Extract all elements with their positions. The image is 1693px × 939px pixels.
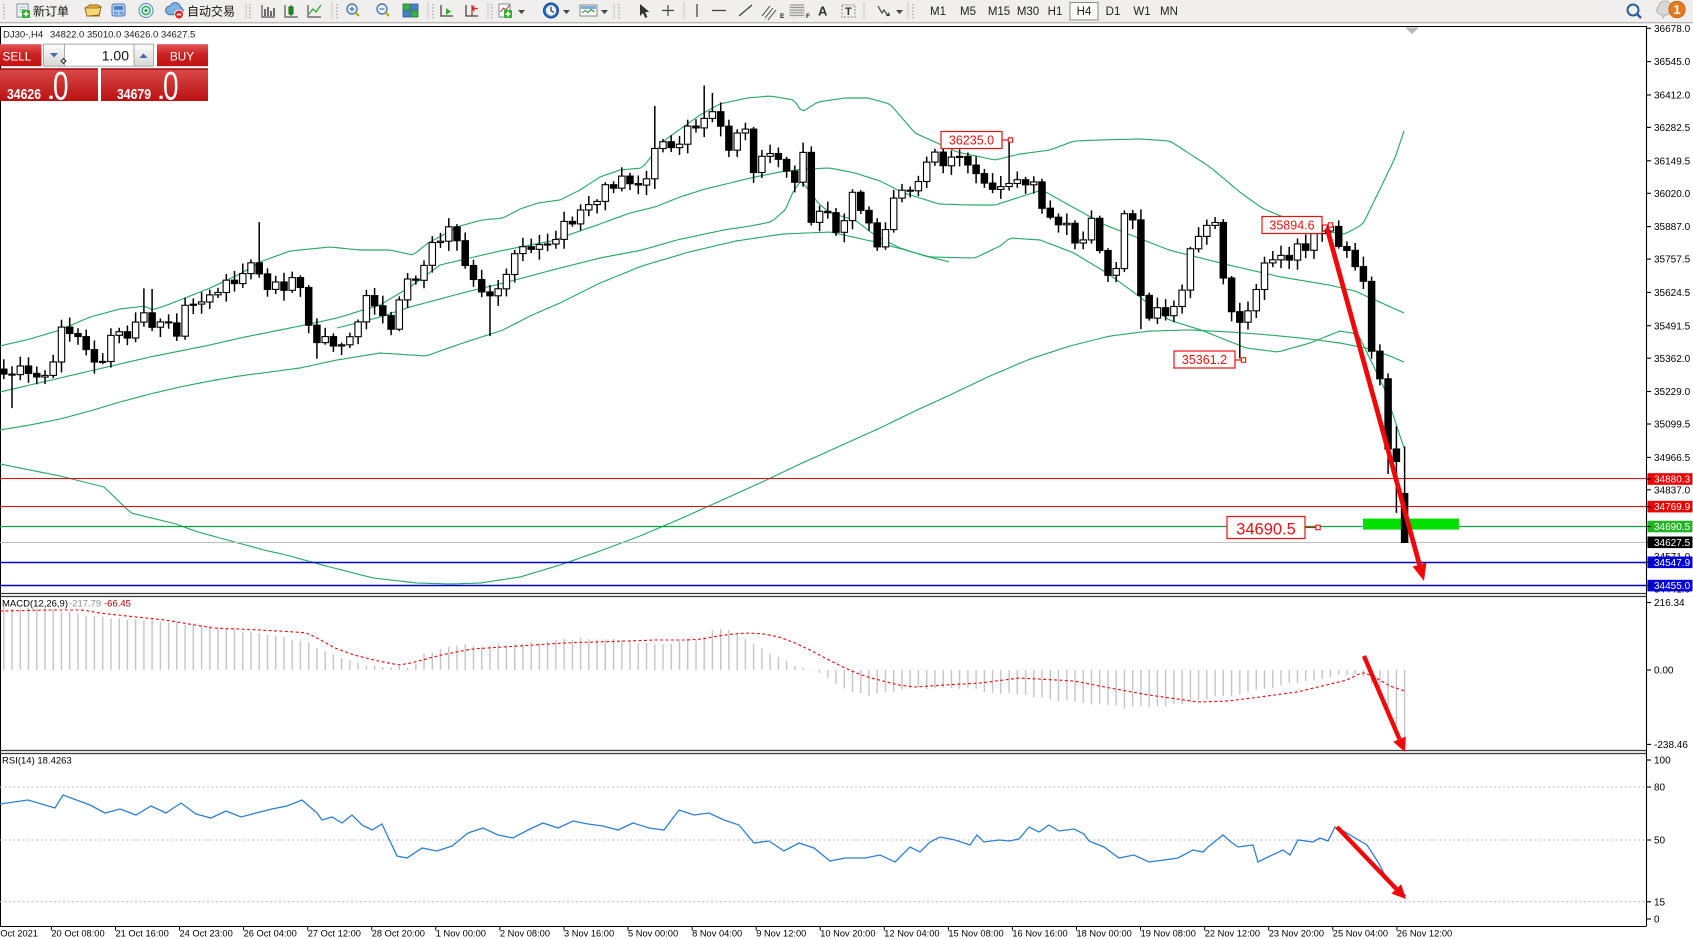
svg-text:34822.0 35010.0 34626.0 34627.: 34822.0 35010.0 34626.0 34627.5 [50,30,195,41]
svg-text:34455.0: 34455.0 [1654,581,1691,592]
svg-text:36412.0: 36412.0 [1654,91,1691,102]
svg-text:8 Nov 04:00: 8 Nov 04:00 [692,929,742,939]
svg-text:DJ30-,H4: DJ30-,H4 [3,30,43,41]
svg-text:27 Oct 12:00: 27 Oct 12:00 [308,929,361,939]
svg-text:36282.5: 36282.5 [1654,123,1691,134]
svg-text:0.00: 0.00 [1654,666,1674,677]
svg-text:MACD(12,26,9): MACD(12,26,9) [2,599,68,610]
svg-text:3 Nov 16:00: 3 Nov 16:00 [564,929,614,939]
svg-text:0: 0 [53,65,69,109]
svg-text:36678.0: 36678.0 [1654,24,1691,35]
svg-text:26 Oct 04:00: 26 Oct 04:00 [244,929,297,939]
svg-text:26 Nov 12:00: 26 Nov 12:00 [1397,929,1452,939]
svg-text:35887.0: 35887.0 [1654,222,1691,233]
svg-text:H1: H1 [1048,6,1063,18]
svg-text:35894.6: 35894.6 [1269,219,1314,233]
svg-text:W1: W1 [1133,6,1150,18]
svg-text:1 Nov 00:00: 1 Nov 00:00 [436,929,486,939]
svg-text:BUY: BUY [170,50,194,64]
svg-text:34627.5: 34627.5 [1654,538,1691,549]
svg-text:34880.3: 34880.3 [1654,475,1691,486]
svg-text:100: 100 [1654,756,1671,767]
svg-text:T: T [845,6,852,18]
svg-text:50: 50 [1654,836,1666,847]
svg-text:34769.9: 34769.9 [1654,502,1691,513]
svg-text:SELL: SELL [3,50,32,64]
svg-text:34679: 34679 [117,86,151,103]
svg-text:19 Oct 2021: 19 Oct 2021 [0,929,38,939]
svg-text:34966.5: 34966.5 [1654,453,1691,464]
svg-text:25 Nov 04:00: 25 Nov 04:00 [1333,929,1388,939]
svg-text:1: 1 [1674,3,1681,17]
svg-text:34690.5: 34690.5 [1236,521,1296,539]
svg-text:22 Nov 12:00: 22 Nov 12:00 [1205,929,1260,939]
svg-text:23 Nov 20:00: 23 Nov 20:00 [1269,929,1324,939]
svg-text:35757.5: 35757.5 [1654,255,1691,266]
svg-text:24 Oct 23:00: 24 Oct 23:00 [180,929,233,939]
svg-text:H4: H4 [1077,6,1092,18]
svg-text:MN: MN [1160,6,1178,18]
svg-text:M1: M1 [930,6,946,18]
svg-text:M15: M15 [988,6,1010,18]
svg-text:-238.46: -238.46 [1654,740,1688,751]
svg-text:16 Nov 16:00: 16 Nov 16:00 [1012,929,1067,939]
svg-text:A: A [818,4,828,19]
svg-text:18 Nov 00:00: 18 Nov 00:00 [1077,929,1132,939]
svg-text:5 Nov 00:00: 5 Nov 00:00 [628,929,678,939]
svg-text:35099.5: 35099.5 [1654,420,1691,431]
svg-text:34690.5: 34690.5 [1654,522,1691,533]
svg-text:-66.45: -66.45 [104,599,131,610]
svg-text:15 Nov 08:00: 15 Nov 08:00 [948,929,1003,939]
svg-text:35361.2: 35361.2 [1182,353,1227,367]
svg-text:35229.0: 35229.0 [1654,387,1691,398]
svg-text:自动交易: 自动交易 [187,4,235,19]
svg-text:34547.9: 34547.9 [1654,558,1691,569]
svg-text:15: 15 [1654,897,1666,908]
svg-text:10 Nov 20:00: 10 Nov 20:00 [820,929,875,939]
svg-text:35624.5: 35624.5 [1654,288,1691,299]
svg-text:F: F [806,13,810,20]
svg-text:28 Oct 20:00: 28 Oct 20:00 [372,929,425,939]
svg-text:M30: M30 [1017,6,1039,18]
svg-text:36149.5: 36149.5 [1654,156,1691,167]
svg-text:35491.5: 35491.5 [1654,321,1691,332]
svg-text:36545.0: 36545.0 [1654,57,1691,68]
svg-text:9 Nov 12:00: 9 Nov 12:00 [756,929,806,939]
svg-text:D1: D1 [1106,6,1121,18]
svg-text:新订单: 新订单 [33,4,69,19]
svg-text:36235.0: 36235.0 [949,134,994,148]
svg-text:21 Oct 16:00: 21 Oct 16:00 [116,929,169,939]
svg-text:RSI(14) 18.4263: RSI(14) 18.4263 [2,756,72,767]
svg-text:216.34: 216.34 [1654,598,1685,609]
svg-text:.: . [48,79,54,104]
svg-text:20 Oct 08:00: 20 Oct 08:00 [51,929,104,939]
svg-text:35362.0: 35362.0 [1654,354,1691,365]
svg-text:36020.0: 36020.0 [1654,189,1691,200]
svg-text:M5: M5 [960,6,976,18]
svg-text:E: E [780,13,785,20]
svg-text:2 Nov 08:00: 2 Nov 08:00 [500,929,550,939]
svg-text:.: . [158,79,164,104]
svg-text:19 Nov 08:00: 19 Nov 08:00 [1141,929,1196,939]
svg-text:0: 0 [1654,915,1660,926]
svg-text:-217.79: -217.79 [69,599,101,610]
svg-text:34626: 34626 [7,86,41,103]
svg-text:1.00: 1.00 [102,48,129,64]
svg-text:12 Nov 04:00: 12 Nov 04:00 [884,929,939,939]
svg-text:0: 0 [163,65,179,109]
svg-text:34837.0: 34837.0 [1654,485,1691,496]
svg-text:80: 80 [1654,783,1666,794]
